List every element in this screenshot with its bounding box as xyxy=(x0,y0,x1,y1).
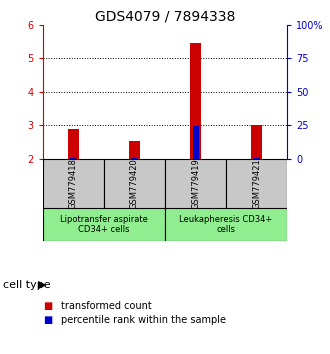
Bar xyxy=(131,158,138,159)
Bar xyxy=(192,126,199,159)
Text: GSM779421: GSM779421 xyxy=(252,158,261,209)
FancyBboxPatch shape xyxy=(165,159,226,208)
Text: percentile rank within the sample: percentile rank within the sample xyxy=(61,315,226,325)
Text: Lipotransfer aspirate
CD34+ cells: Lipotransfer aspirate CD34+ cells xyxy=(60,215,148,234)
Text: GSM779418: GSM779418 xyxy=(69,158,78,209)
Text: ■: ■ xyxy=(43,315,52,325)
Text: GSM779420: GSM779420 xyxy=(130,158,139,209)
FancyBboxPatch shape xyxy=(226,159,287,208)
FancyBboxPatch shape xyxy=(165,208,287,241)
FancyBboxPatch shape xyxy=(104,159,165,208)
Text: ■: ■ xyxy=(43,301,52,311)
Text: transformed count: transformed count xyxy=(61,301,152,311)
FancyBboxPatch shape xyxy=(43,159,104,208)
Text: cell type: cell type xyxy=(3,280,51,290)
Bar xyxy=(251,125,262,159)
Bar xyxy=(70,158,77,159)
Bar xyxy=(129,141,140,159)
Text: ▶: ▶ xyxy=(38,280,47,290)
Bar xyxy=(253,158,260,159)
Title: GDS4079 / 7894338: GDS4079 / 7894338 xyxy=(95,10,235,24)
Bar xyxy=(68,129,79,159)
Text: Leukapheresis CD34+
cells: Leukapheresis CD34+ cells xyxy=(180,215,273,234)
Text: GSM779419: GSM779419 xyxy=(191,158,200,209)
Bar xyxy=(190,42,201,159)
FancyBboxPatch shape xyxy=(43,159,287,208)
FancyBboxPatch shape xyxy=(43,208,165,241)
